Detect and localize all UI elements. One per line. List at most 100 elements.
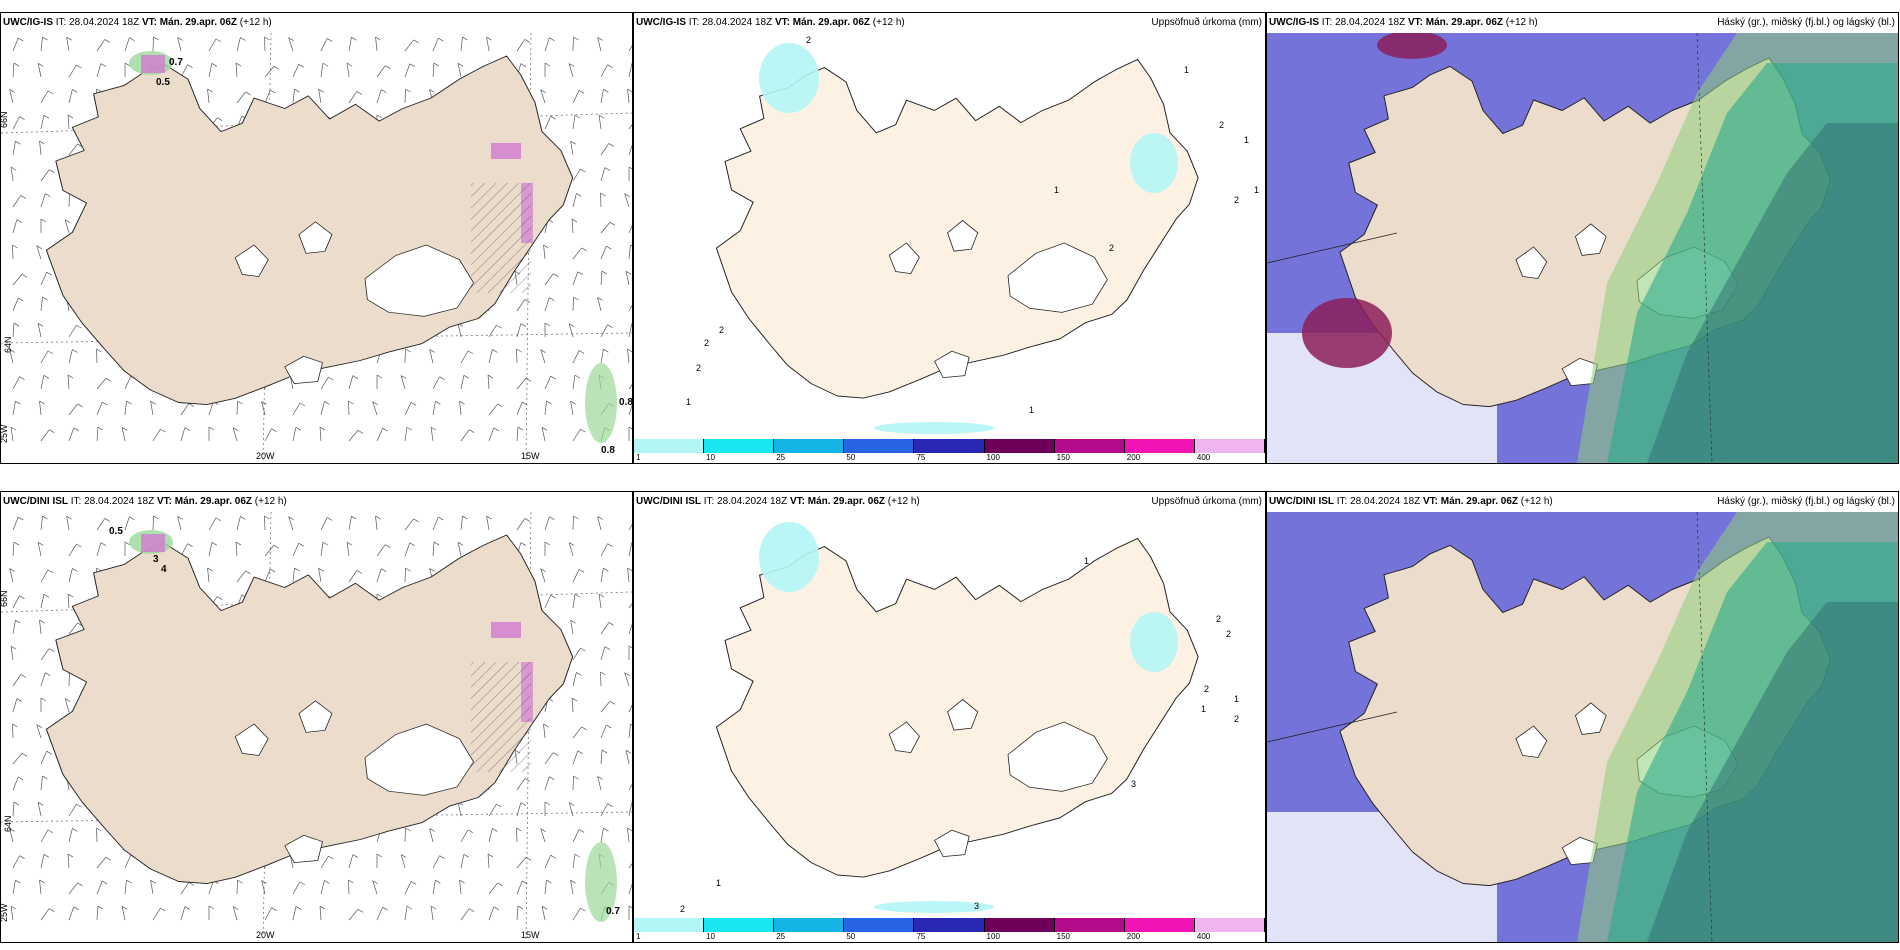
glacier-outline xyxy=(234,723,269,756)
model-name: UWC/DINI ISL xyxy=(3,496,68,507)
wind-barb xyxy=(600,803,613,817)
wind-barb xyxy=(40,115,50,130)
colorbar-tick-label: 25 xyxy=(776,453,786,462)
wind-barb xyxy=(516,401,528,416)
wind-barb xyxy=(40,648,55,661)
wind-barb xyxy=(598,114,605,130)
wind-barb xyxy=(628,542,632,557)
wind-barb xyxy=(430,426,437,442)
colorbar-tick-label: 100 xyxy=(986,932,1000,941)
wind-barb xyxy=(12,244,18,260)
wind-barb xyxy=(121,906,128,921)
wind-barb xyxy=(628,802,632,817)
wind-barb xyxy=(372,401,378,416)
wind-barb xyxy=(432,516,444,531)
glacier-outline xyxy=(364,244,475,317)
precip-title: Uppsöfnuð úrkoma (mm) xyxy=(1151,17,1262,28)
wind-barb xyxy=(570,879,576,895)
wind-barb xyxy=(488,403,503,416)
iceland-landmass xyxy=(45,55,574,406)
wind-barb xyxy=(432,879,441,895)
wind-barb xyxy=(124,62,131,77)
glacier-outline xyxy=(1515,725,1548,758)
wind-barb xyxy=(404,88,411,104)
wind-map-panel-row1: UWC/IG-IS IT: 28.04.2024 18Z VT: Mán. 29… xyxy=(0,12,633,464)
wind-barb xyxy=(429,349,435,364)
wind-barb xyxy=(404,348,411,364)
wind-barb xyxy=(208,517,222,531)
wind-barb xyxy=(180,906,191,921)
wind-barb xyxy=(516,827,522,843)
axis-label: 25W xyxy=(1,424,9,443)
valid-time-label: VT: xyxy=(1407,17,1423,28)
axis-label: 20W xyxy=(256,930,275,940)
wind-barb xyxy=(459,879,465,895)
wind-barb xyxy=(627,88,632,104)
wind-barb xyxy=(486,36,492,52)
wind-value-label: 0.7 xyxy=(169,57,183,68)
wind-barb xyxy=(376,906,388,921)
wind-barb xyxy=(570,400,576,416)
wind-barb xyxy=(572,569,585,583)
snow-area xyxy=(491,143,521,159)
wind-barb xyxy=(628,404,632,416)
wind-barb xyxy=(68,568,78,583)
iceland-landmass xyxy=(715,58,1199,399)
wind-barb xyxy=(348,570,363,583)
wind-barb xyxy=(600,245,612,260)
lead-time: (+12 h) xyxy=(254,496,287,507)
wind-barb xyxy=(572,114,581,130)
wind-barb xyxy=(543,723,549,739)
wind-barb xyxy=(40,672,51,687)
wind-barb xyxy=(572,193,582,208)
valid-time-label: VT: xyxy=(1422,496,1438,507)
wind-barb xyxy=(68,882,83,895)
wind-barb xyxy=(40,271,52,286)
wind-barb xyxy=(600,221,616,234)
wind-barb xyxy=(487,374,494,390)
wind-barb xyxy=(348,879,354,895)
wind-barb xyxy=(376,427,388,442)
wind-barb xyxy=(627,827,632,843)
wind-barb xyxy=(152,36,159,52)
wind-barb xyxy=(320,401,330,416)
wind-barb xyxy=(68,403,83,416)
wind-barb xyxy=(372,880,378,895)
wind-barb xyxy=(68,427,79,442)
wind-barb xyxy=(348,375,359,390)
wind-barb xyxy=(96,401,108,416)
wind-barb xyxy=(319,905,326,921)
wind-barb xyxy=(96,542,107,557)
wind-barb xyxy=(9,89,15,104)
low-cloud-layer xyxy=(1647,602,1898,942)
wind-barb xyxy=(568,63,575,78)
panel-header: UWC/IG-IS IT: 28.04.2024 18Z VT: Mán. 29… xyxy=(1,13,632,33)
wind-barb xyxy=(516,905,524,921)
precip-area xyxy=(585,842,617,922)
colorbar-swatch xyxy=(1194,918,1265,932)
wind-barb xyxy=(236,400,243,416)
colorbar-swatch xyxy=(704,918,775,932)
axis-label: 15W xyxy=(521,930,540,940)
low-cloud-layer xyxy=(1647,123,1898,463)
wind-barb xyxy=(540,89,546,104)
wind-barb xyxy=(572,907,586,921)
glacier-outline xyxy=(1574,702,1607,735)
wind-barb xyxy=(261,880,267,895)
colorbar-swatch xyxy=(1054,918,1125,932)
valid-time: Mán. 29.apr. 06Z xyxy=(159,17,238,28)
colorbar-tick-label: 10 xyxy=(706,932,716,941)
wind-barb xyxy=(68,906,79,921)
precip-area xyxy=(585,363,617,443)
wind-barb xyxy=(236,91,251,104)
wind-barb xyxy=(429,828,435,843)
wind-barb xyxy=(627,348,632,364)
wind-barb xyxy=(544,62,551,77)
wind-barb xyxy=(597,776,603,791)
wind-barb xyxy=(544,594,556,609)
glacier-outline xyxy=(364,723,475,796)
wind-barb xyxy=(568,323,575,338)
wind-barb xyxy=(96,377,112,390)
wind-barb xyxy=(544,541,551,556)
